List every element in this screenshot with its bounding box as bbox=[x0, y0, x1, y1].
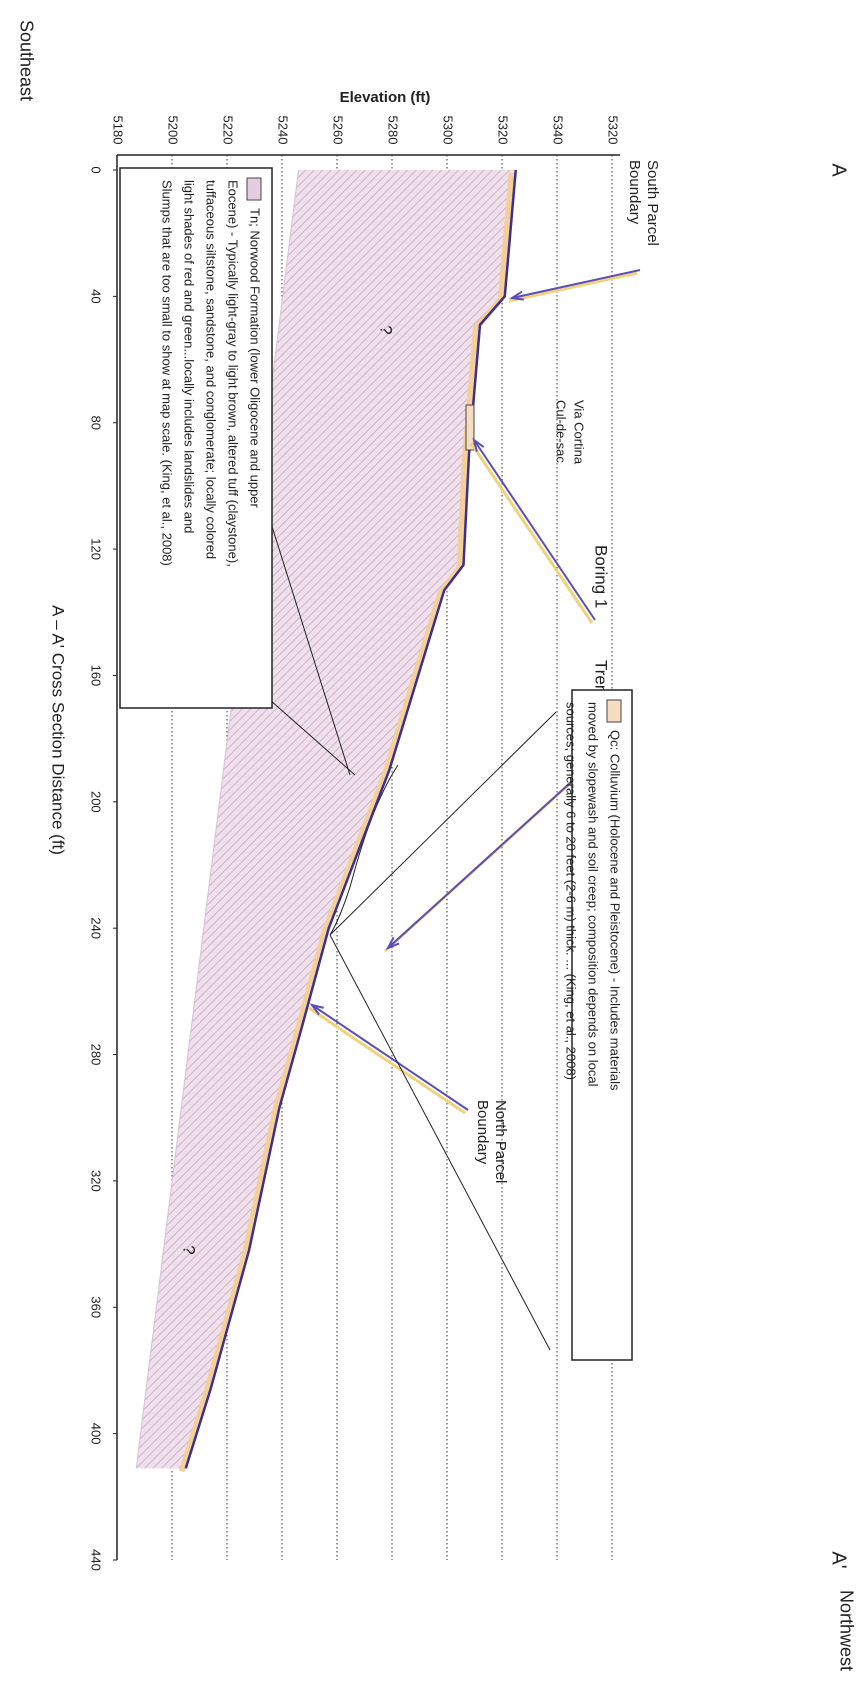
legend-text: tuffaceous siltstone, sandstone, and con… bbox=[204, 180, 219, 559]
corner-label: A' bbox=[828, 1551, 850, 1568]
arrow-head bbox=[509, 290, 525, 301]
legend-text: light shades of red and green...locally … bbox=[182, 180, 197, 533]
legend-text: sources; generally 6 to 20 feet (2-6 m) … bbox=[564, 702, 579, 1080]
formation-area bbox=[136, 170, 516, 1469]
leader-line bbox=[269, 699, 356, 776]
y-axis-title: Elevation (ft) bbox=[340, 89, 431, 106]
x-tick-label: 40 bbox=[89, 289, 104, 303]
annotation: Boring 1 bbox=[592, 545, 611, 608]
annotation: ? bbox=[377, 325, 396, 334]
y-tick-label: 5200 bbox=[166, 116, 181, 145]
y-tick-label: 5340 bbox=[551, 116, 566, 145]
y-tick-label: 5260 bbox=[331, 116, 346, 145]
arrow-head bbox=[472, 437, 485, 452]
arrow-shadow bbox=[508, 271, 638, 303]
annotation: ? bbox=[180, 1245, 199, 1254]
legend-text: Tn; Norwood Formation (lower Oligocene a… bbox=[248, 208, 263, 509]
x-tick-label: 360 bbox=[89, 1296, 104, 1318]
arrow-head bbox=[385, 936, 400, 950]
x-tick-label: 440 bbox=[89, 1549, 104, 1571]
arrow-shadow bbox=[308, 1006, 466, 1115]
y-tick-label: 5320 bbox=[606, 116, 621, 145]
boring-marker bbox=[465, 404, 475, 451]
arrow bbox=[511, 269, 641, 299]
x-tick-label: 320 bbox=[89, 1170, 104, 1192]
arrow bbox=[387, 764, 591, 949]
arrow bbox=[311, 1004, 469, 1111]
legend-text: Slumps that are too small to show at map… bbox=[160, 180, 175, 566]
contact-line bbox=[329, 764, 399, 936]
annotation: Via Cortina bbox=[572, 400, 587, 465]
leader-line bbox=[329, 934, 551, 1351]
leader-line bbox=[269, 519, 351, 776]
legend-swatch bbox=[246, 177, 262, 201]
x-tick-label: 400 bbox=[89, 1423, 104, 1445]
y-tick-label: 5280 bbox=[386, 116, 401, 145]
annotation: North Parcel bbox=[492, 1100, 509, 1183]
legend-box bbox=[119, 167, 273, 709]
legend-text: moved by slopewash and soil creep; compo… bbox=[586, 702, 601, 1087]
annotation: Boundary bbox=[626, 160, 643, 225]
legend-text: Qc: Colluvium (Holocene and Pleistocene)… bbox=[608, 730, 623, 1091]
corner-label: A bbox=[828, 163, 850, 177]
y-tick-label: 5300 bbox=[441, 116, 456, 145]
legend-swatch bbox=[606, 699, 622, 723]
y-tick-label: 5220 bbox=[221, 116, 236, 145]
y-tick-label: 5320 bbox=[496, 116, 511, 145]
annotation: South Parcel bbox=[644, 160, 661, 246]
y-tick-label: 5240 bbox=[276, 116, 291, 145]
arrow-shadow bbox=[469, 442, 594, 624]
leader-line bbox=[329, 711, 557, 936]
x-tick-label: 160 bbox=[89, 665, 104, 687]
colluvium-band bbox=[178, 172, 515, 1473]
x-tick-label: 120 bbox=[89, 538, 104, 560]
x-tick-label: 80 bbox=[89, 415, 104, 429]
x-tick-label: 240 bbox=[89, 917, 104, 939]
x-axis-title: A – A' Cross Section Distance (ft) bbox=[49, 605, 68, 855]
x-tick-label: 200 bbox=[89, 791, 104, 813]
ground-surface bbox=[184, 169, 517, 1469]
legend-text: Eocene) - Typically light-gray to light … bbox=[226, 180, 241, 567]
corner-label: Southeast bbox=[16, 20, 36, 101]
arrow bbox=[473, 439, 596, 621]
annotation: Cul-de-sac bbox=[554, 400, 569, 463]
arrow-head bbox=[309, 1003, 324, 1016]
y-tick-label: 5180 bbox=[111, 116, 126, 145]
annotation: Boundary bbox=[474, 1100, 491, 1165]
x-tick-label: 0 bbox=[89, 166, 104, 173]
corner-label: Northwest bbox=[836, 1590, 856, 1671]
x-tick-label: 280 bbox=[89, 1044, 104, 1066]
legend-box bbox=[571, 689, 633, 1361]
